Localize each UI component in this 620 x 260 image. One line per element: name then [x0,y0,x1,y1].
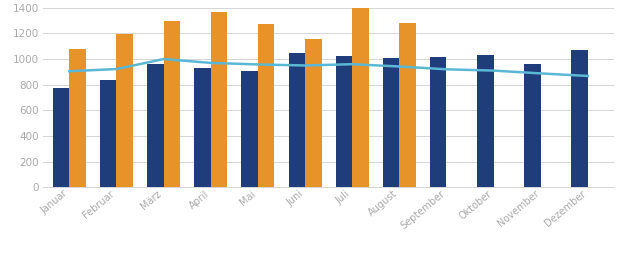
Bar [211,12,228,187]
Bar [241,71,258,187]
Bar [477,55,494,187]
Bar [352,8,369,187]
Bar [383,58,399,187]
Bar [147,64,164,187]
Bar [258,24,275,187]
Bar [399,23,416,187]
Bar [117,34,133,187]
Bar [572,50,588,187]
Bar [194,68,211,187]
Bar [288,53,305,187]
Bar [525,64,541,187]
Bar [100,80,117,187]
Bar [335,56,352,187]
Bar [164,21,180,187]
Bar [69,49,86,187]
Bar [430,57,446,187]
Bar [53,88,69,187]
Bar [305,38,322,187]
